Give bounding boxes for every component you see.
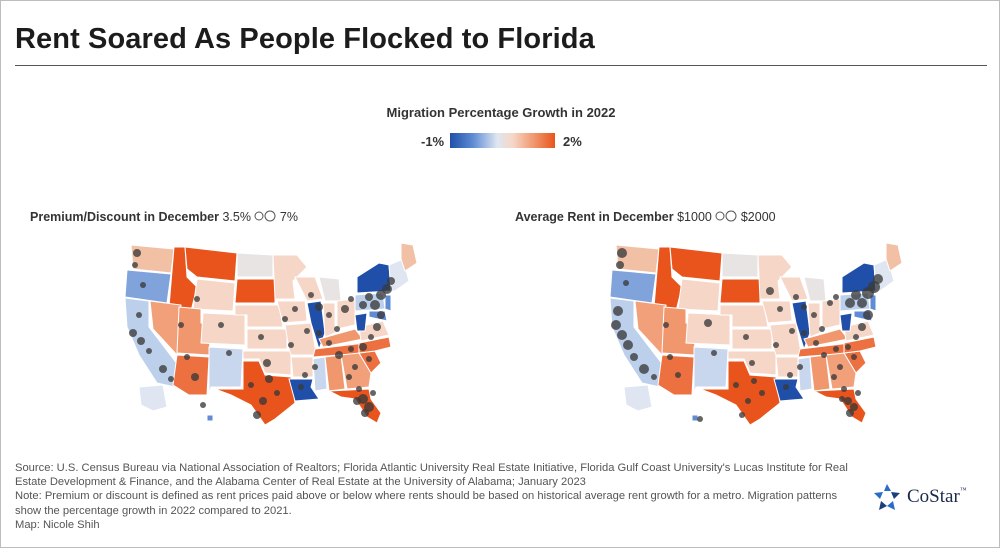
state-west-virginia xyxy=(354,312,368,332)
state-north-dakota xyxy=(721,252,759,278)
state-louisiana xyxy=(288,378,320,402)
state-alaska xyxy=(138,384,168,412)
state-california xyxy=(609,297,667,388)
state-colorado xyxy=(200,312,246,346)
state-iowa xyxy=(761,300,793,324)
state-kansas xyxy=(246,328,288,350)
size-key-icon xyxy=(254,210,276,222)
state-montana xyxy=(669,246,723,282)
state-west-virginia xyxy=(839,312,853,332)
state-hawaii xyxy=(206,414,214,422)
legend-color-scale xyxy=(450,133,555,148)
state-wyoming xyxy=(677,278,721,312)
logo-wordmark: CoStar™ xyxy=(907,486,967,507)
left-map-title-row: Premium/Discount in December 3.5% 7% xyxy=(30,210,298,224)
state-north-carolina xyxy=(843,336,877,354)
right-map-title: Average Rent in December xyxy=(515,210,674,224)
state-arkansas xyxy=(290,356,314,378)
size-key-icon xyxy=(715,210,737,222)
legend-min-label: -1% xyxy=(421,134,445,149)
metro-bubbles xyxy=(129,249,395,419)
state-louisiana xyxy=(773,378,805,402)
legend-max-label: 2% xyxy=(563,134,582,149)
figure-title: Rent Soared As People Flocked to Florida xyxy=(15,23,595,55)
legend-title: Migration Percentage Growth in 2022 xyxy=(386,105,616,120)
costar-star-icon xyxy=(874,484,900,510)
state-wyoming xyxy=(192,278,236,312)
footer-source: Source: U.S. Census Bureau via National … xyxy=(15,462,848,489)
state-arkansas xyxy=(775,356,799,378)
metro-bubbles xyxy=(611,248,883,422)
left-size-large-label: 7% xyxy=(279,210,298,224)
title-divider xyxy=(15,65,987,66)
state-new-jersey xyxy=(384,294,392,312)
state-ohio xyxy=(336,298,356,330)
state-texas xyxy=(214,360,296,426)
state-new-jersey xyxy=(869,294,877,312)
left-map-title: Premium/Discount in December xyxy=(30,210,219,224)
state-ohio xyxy=(821,298,841,330)
footer-note: Note: Premium or discount is defined as … xyxy=(15,490,838,517)
state-new-mexico xyxy=(208,346,244,396)
state-wisconsin xyxy=(294,276,324,302)
state-virginia xyxy=(843,320,875,342)
state-maine xyxy=(400,242,418,272)
figure-footer: Source: U.S. Census Bureau via National … xyxy=(15,461,855,532)
state-colorado xyxy=(685,312,731,346)
state-south-dakota xyxy=(719,278,761,304)
state-wisconsin xyxy=(779,276,809,302)
left-size-small-label: 3.5% xyxy=(222,210,251,224)
right-size-small-label: $1000 xyxy=(677,210,712,224)
state-kansas xyxy=(731,328,773,350)
state-maine xyxy=(885,242,903,272)
state-alabama xyxy=(809,354,831,392)
state-indiana xyxy=(322,302,336,338)
state-north-dakota xyxy=(236,252,274,278)
state-mississippi xyxy=(797,356,813,392)
state-hawaii xyxy=(691,414,699,422)
state-oregon xyxy=(609,269,657,304)
state-oregon xyxy=(124,269,172,304)
us-states xyxy=(609,242,903,426)
right-us-map xyxy=(609,242,903,426)
state-new-mexico xyxy=(693,346,729,396)
footer-credit: Map: Nicole Shih xyxy=(15,518,100,531)
state-texas xyxy=(699,360,781,426)
state-arizona xyxy=(172,354,210,396)
us-states xyxy=(124,242,418,426)
right-map-title-row: Average Rent in December $1000 $2000 xyxy=(515,210,776,224)
state-georgia xyxy=(340,352,372,390)
state-mississippi xyxy=(312,356,328,392)
state-minnesota xyxy=(757,254,793,300)
state-north-carolina xyxy=(358,336,392,354)
state-montana xyxy=(184,246,238,282)
state-minnesota xyxy=(272,254,308,300)
state-indiana xyxy=(807,302,821,338)
state-virginia xyxy=(358,320,390,342)
right-size-large-label: $2000 xyxy=(740,210,776,224)
state-washington xyxy=(130,244,175,274)
state-alaska xyxy=(623,384,653,412)
state-georgia xyxy=(825,352,857,390)
costar-logo: CoStar™ xyxy=(873,483,967,511)
left-us-map xyxy=(124,242,418,426)
state-south-dakota xyxy=(234,278,276,304)
